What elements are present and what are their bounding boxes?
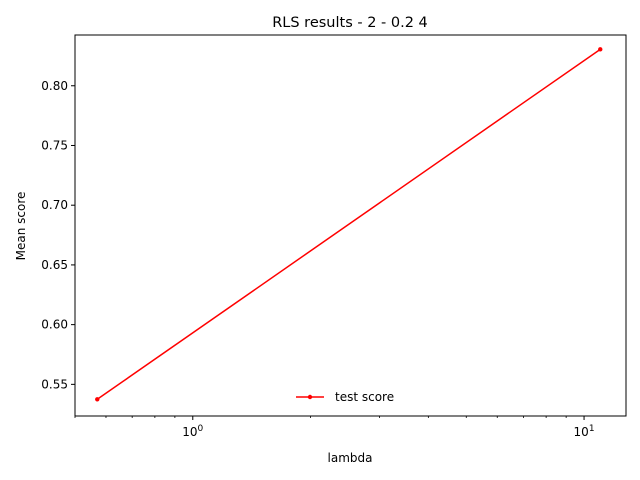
y-tick-label: 0.60 [41,318,68,332]
y-axis-label: Mean score [14,192,28,261]
x-tick-label: 100 [182,424,203,439]
plot-frame [74,34,627,417]
chart-title: RLS results - 2 - 0.2 4 [272,15,428,31]
legend: test score [296,390,394,404]
x-axis-label: lambda [328,451,373,465]
y-tick-label: 0.55 [41,377,68,391]
plot-area: 0.55 0.60 0.65 0.70 0.75 0.80 100 101 [41,34,627,439]
x-tick-label: 101 [574,424,595,439]
legend-label: test score [335,390,394,404]
data-point [95,397,100,402]
y-tick-label: 0.80 [41,79,68,93]
y-tick-label: 0.75 [41,138,68,152]
y-tick-label: 0.65 [41,258,68,272]
y-tick-label: 0.70 [41,198,68,212]
legend-marker [307,394,313,400]
data-point [598,47,603,52]
series-line-test-score [96,48,601,400]
